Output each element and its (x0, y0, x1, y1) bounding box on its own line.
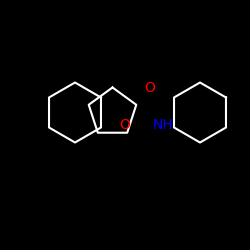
Text: NH: NH (152, 118, 173, 132)
Text: O: O (120, 118, 130, 132)
Text: O: O (144, 80, 156, 94)
